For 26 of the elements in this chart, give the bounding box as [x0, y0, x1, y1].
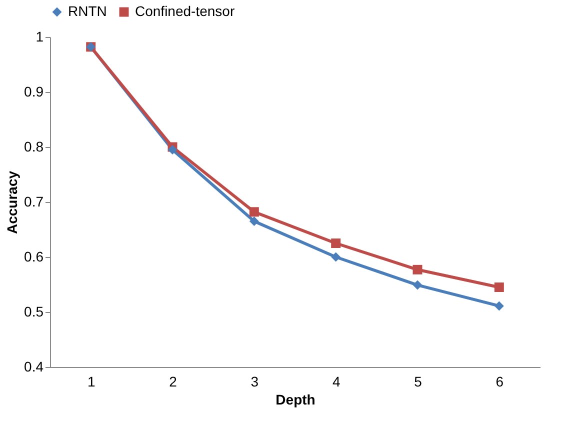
y-axis-title: Accuracy	[4, 170, 20, 234]
point	[331, 238, 341, 248]
y-tick-label: 0.8	[24, 138, 44, 154]
x-tick-label: 2	[169, 374, 178, 390]
x-tick-label: 1	[87, 374, 96, 390]
y-tick-label: 1	[36, 28, 44, 44]
point	[331, 252, 341, 262]
y-tick-label: 0.9	[24, 84, 44, 100]
y-tick-label: 0.6	[24, 248, 44, 264]
legend-label: RNTN	[68, 3, 107, 19]
x-tick-label: 5	[414, 374, 422, 390]
point	[494, 301, 504, 311]
y-tick-label: 0.5	[24, 304, 44, 320]
x-axis-title: Depth	[276, 392, 316, 408]
x-tick-label: 6	[496, 374, 504, 390]
point	[168, 145, 178, 154]
point	[412, 280, 422, 290]
point	[249, 207, 259, 217]
x-tick-label: 3	[250, 374, 259, 390]
y-tick-label: 0.7	[24, 194, 44, 210]
legend-label: Confined-tensor	[135, 3, 235, 19]
point	[494, 282, 504, 292]
x-tick-label: 4	[332, 374, 340, 390]
point	[412, 264, 422, 274]
y-tick-label: 0.4	[24, 358, 44, 374]
point	[249, 216, 259, 226]
